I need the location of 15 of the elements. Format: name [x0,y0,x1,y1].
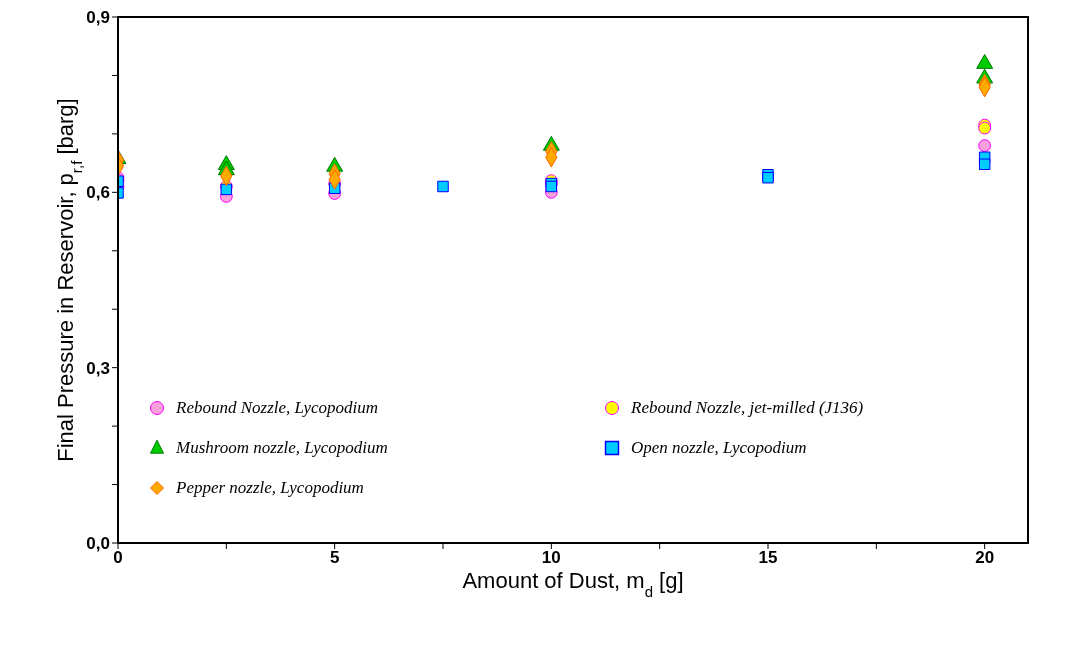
x-tick-label: 15 [758,548,778,568]
y-tick-label: 0,9 [86,8,110,28]
x-tick-label: 10 [541,548,561,568]
legend-label: Open nozzle, Lycopodium [631,438,807,458]
y-tick-label: 0,0 [86,534,110,554]
x-tick-label: 0 [113,548,123,568]
legend-label: Rebound Nozzle, jet-milled (J136) [631,398,864,418]
y-tick-label: 0,3 [86,358,110,378]
legend-label: Pepper nozzle, Lycopodium [176,478,364,498]
y-tick-label: 0,6 [86,183,110,203]
x-tick-label: 5 [329,548,340,568]
x-tick-label: 20 [975,548,995,568]
legend-label: Mushroom nozzle, Lycopodium [176,438,388,458]
legend-label: Rebound Nozzle, Lycopodium [176,398,379,418]
x-axis-title: Amount of Dust, m$_{d}$ [g] [462,568,684,600]
